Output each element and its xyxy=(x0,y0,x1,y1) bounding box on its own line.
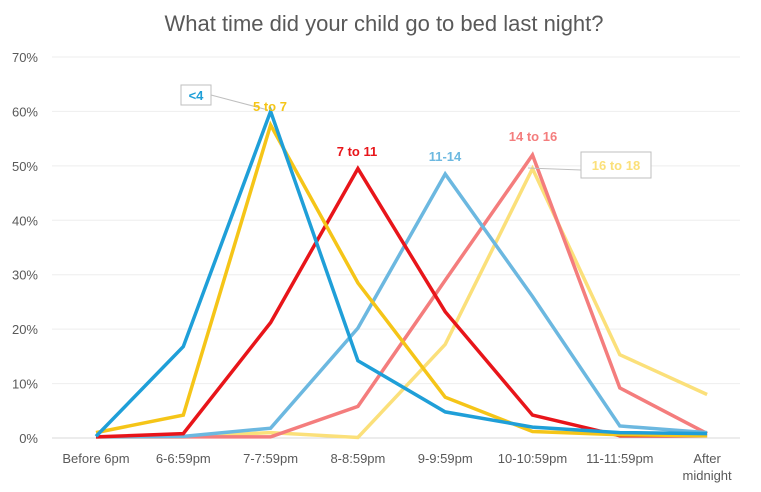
series-lines xyxy=(94,106,708,440)
series-line xyxy=(94,106,708,438)
x-tick-label: 9-9:59pm xyxy=(418,451,473,466)
y-tick-label: 50% xyxy=(12,159,38,174)
y-tick-label: 10% xyxy=(12,377,38,392)
x-tick-label: 11-11:59pm xyxy=(586,451,653,466)
x-tick-label: 10-10:59pm xyxy=(498,451,567,466)
y-tick-label: 40% xyxy=(12,213,38,228)
series-label: 14 to 16 xyxy=(509,129,557,144)
label-leader-line xyxy=(527,167,582,171)
series-label: 11-14 xyxy=(429,149,462,164)
series-line xyxy=(95,170,708,439)
label-leader-line xyxy=(210,94,269,111)
series-labels: <4 5 to 7 7 to 11 11-14 14 to 16 16 to 18 xyxy=(180,84,652,179)
y-tick-label: 60% xyxy=(12,104,38,119)
gridlines xyxy=(52,56,740,439)
x-axis: Before 6pm 6-6:59pm 7-7:59pm 8-8:59pm 9-9:59… xyxy=(62,451,732,483)
x-tick-label: Before 6pm xyxy=(62,451,129,466)
y-tick-label: 20% xyxy=(12,322,38,337)
x-tick-label: 8-8:59pm xyxy=(330,451,385,466)
chart-title: What time did your child go to bed last … xyxy=(164,11,603,36)
x-tick-label: 7-7:59pm xyxy=(243,451,298,466)
series-label: 5 to 7 xyxy=(253,99,287,114)
series-label: 16 to 18 xyxy=(592,158,640,173)
x-tick-label: 6-6:59pm xyxy=(156,451,211,466)
y-tick-label: 70% xyxy=(12,50,38,65)
y-axis: 0% 10% 20% 30% 40% 50% 60% 70% xyxy=(12,50,38,446)
x-tick-label: After midnight xyxy=(683,451,733,483)
label-callout-box xyxy=(580,151,652,179)
y-tick-label: 30% xyxy=(12,268,38,283)
y-tick-label: 0% xyxy=(19,431,38,446)
series-line xyxy=(96,151,708,439)
series-label: 7 to 11 xyxy=(337,144,377,159)
series-line xyxy=(95,120,708,438)
series-label: <4 xyxy=(189,88,205,103)
